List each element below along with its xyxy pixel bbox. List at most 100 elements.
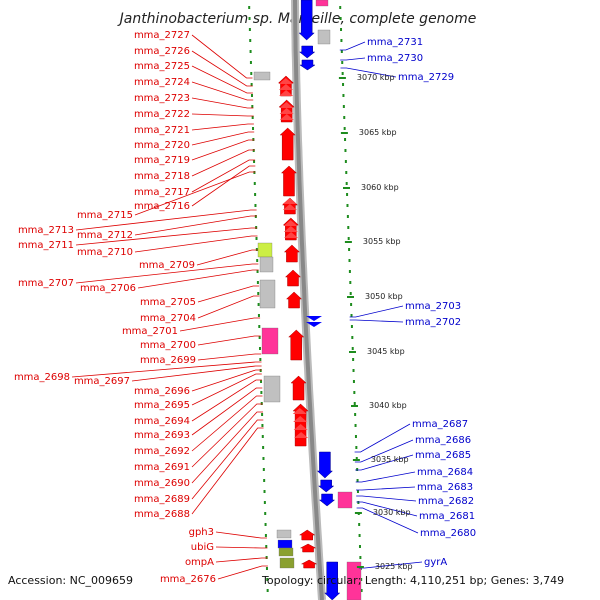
outer-track-dot [352,369,355,372]
inner-track-dot [252,127,255,130]
forward-gene-arrow [300,543,316,553]
gene-feature-box [259,256,274,273]
right-gene-label: mma_2684 [417,467,473,478]
outer-track-dot [343,127,346,130]
left-gene-label: mma_2706 [80,283,136,294]
inner-track-dot [261,413,264,416]
kbp-tick-mark [340,132,348,134]
dotted-tracks [248,6,363,592]
kbp-tick-label: 3060 kbp [361,183,399,192]
inner-track-dot [260,380,263,383]
forward-gene-chevron [293,416,308,422]
kbp-tick-mark [351,405,358,407]
forward-gene-chevron [294,432,309,438]
inner-track-dot [257,303,260,306]
inner-track-dot [250,83,253,86]
kbp-tick-label: 3025 kbp [375,562,413,571]
right-leader-line [356,507,419,534]
inner-track-dot [250,72,253,75]
right-leader-line [354,439,414,463]
left-leader-line [217,565,268,580]
inner-track-dot [260,391,263,394]
left-gene-label: mma_2715 [77,210,133,221]
outer-track-dot [358,534,361,537]
kbp-tick-mark [343,187,350,189]
left-leader-line [215,546,268,549]
gene-feature-box [317,29,331,45]
left-gene-label: mma_2711 [18,240,74,251]
left-gene-label: mma_2707 [18,278,74,289]
left-leader-line [71,361,262,378]
forward-gene-arrow [285,291,303,309]
left-leader-line [134,215,257,236]
forward-gene-chevron [282,204,297,210]
left-gene-label: mma_2693 [134,430,190,441]
kbp-tick-label: 3065 kbp [359,128,397,137]
inner-track-dot [262,468,265,471]
left-leader-line [191,149,255,177]
outer-track-dot [353,402,356,405]
outer-track-dot [353,391,356,394]
left-leader-line [191,34,253,79]
kbp-tick-label: 3045 kbp [367,347,405,356]
inner-track-dot [249,39,252,42]
outer-track-dot [356,490,359,493]
left-gene-label: mma_2726 [134,46,190,57]
outer-track-dot [356,468,359,471]
left-gene-label: mma_2710 [77,247,133,258]
gene-feature-box [257,242,273,258]
inner-track-dot [249,61,252,64]
left-leader-line [197,295,260,319]
inner-track-dot [256,270,259,273]
outer-track-dot [349,281,352,284]
gene-feature-box [278,547,294,557]
outer-track-dot [348,248,351,251]
inner-track-dot [264,534,267,537]
right-leader-line [355,471,416,483]
gene-feature-box [261,327,279,355]
outer-track-dot [360,589,363,592]
outer-track-dot [354,424,357,427]
forward-gene-chevron [279,114,294,120]
kbp-tick-label: 3030 kbp [373,508,411,517]
inner-track-dot [258,347,261,350]
right-leader-line [349,305,404,318]
right-gene-label: mma_2680 [420,528,476,539]
left-gene-label: mma_2725 [134,61,190,72]
kbp-tick-mark [352,459,360,461]
inner-track-dot [258,325,261,328]
outer-track-dot [340,39,343,42]
inner-track-dot [254,215,257,218]
left-gene-label: mma_2721 [134,125,190,136]
inner-track-dot [262,446,265,449]
left-leader-line [191,387,263,436]
left-leader-line [191,97,254,109]
inner-track-dot [256,281,259,284]
reverse-gene-arrow [317,479,335,493]
reverse-gene-arrow [318,493,336,507]
left-leader-line [215,531,267,539]
outer-track-dot [354,435,357,438]
outer-track-dot [355,446,358,449]
inner-track-dot [264,512,267,515]
inner-track-dot [254,193,257,196]
inner-track-dot [266,578,269,581]
outer-track-dot [358,523,361,526]
left-leader-line [197,335,261,346]
reverse-gene-marker [306,322,322,327]
inner-track-dot [250,94,253,97]
outer-track-dot [350,314,353,317]
right-leader-line [356,495,417,502]
forward-gene-arrow [279,127,296,161]
inner-track-dot [255,237,258,240]
outer-track-dot [356,479,359,482]
outer-track-dot [341,61,344,64]
outer-track-dot [350,303,353,306]
left-leader-line [191,159,256,193]
right-gene-label: mma_2682 [418,496,474,507]
left-gene-label: mma_2697 [74,376,130,387]
right-gene-label: mma_2731 [367,37,423,48]
inner-track-dot [253,182,256,185]
forward-gene-chevron [278,84,293,90]
outer-track-dot [346,193,349,196]
